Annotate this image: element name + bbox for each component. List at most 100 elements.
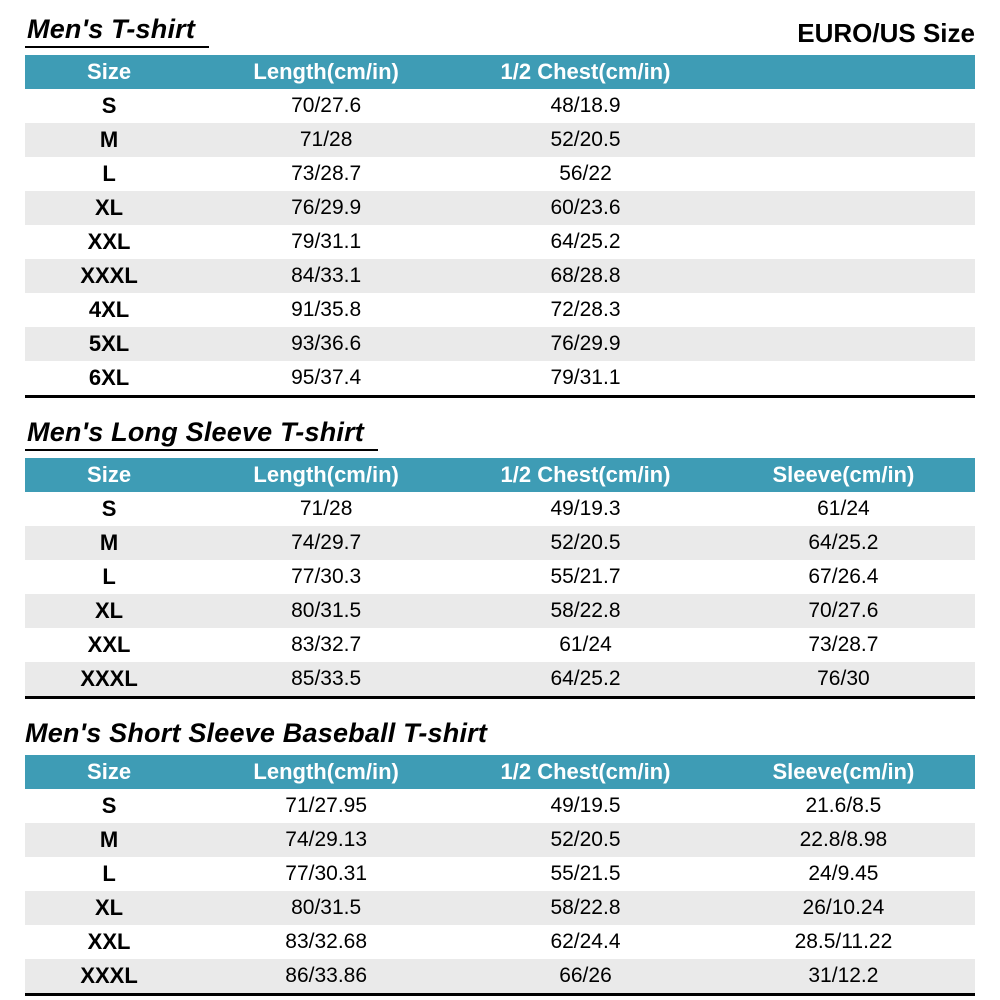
value-cell	[711, 89, 975, 123]
value-cell: 79/31.1	[193, 225, 460, 259]
size-cell: L	[25, 560, 194, 594]
value-cell: 77/30.31	[193, 857, 460, 891]
column-header: Sleeve(cm/in)	[711, 458, 975, 492]
column-header: 1/2 Chest(cm/in)	[459, 755, 712, 789]
section-title-row: Men's Short Sleeve Baseball T-shirt	[25, 718, 975, 748]
table-row: XXL 79/31.1 64/25.2	[25, 225, 975, 259]
value-cell: 58/22.8	[459, 891, 712, 925]
table-row: XXL 83/32.7 61/24 73/28.7	[25, 628, 975, 662]
table-row: 6XL 95/37.4 79/31.1	[25, 361, 975, 397]
section-title-row: Men's T-shirt EURO/US Size	[25, 14, 975, 48]
section-title: Men's Long Sleeve T-shirt	[25, 417, 378, 451]
value-cell: 80/31.5	[193, 891, 460, 925]
value-cell: 95/37.4	[193, 361, 460, 397]
column-header: Sleeve(cm/in)	[711, 755, 975, 789]
value-cell: 24/9.45	[711, 857, 975, 891]
size-cell: 6XL	[25, 361, 194, 397]
value-cell: 71/28	[193, 123, 460, 157]
table-row: L 73/28.7 56/22	[25, 157, 975, 191]
value-cell: 80/31.5	[193, 594, 460, 628]
section-title-row: Men's Long Sleeve T-shirt	[25, 417, 975, 451]
value-cell: 31/12.2	[711, 959, 975, 995]
value-cell: 55/21.7	[459, 560, 712, 594]
header-row: Size Length(cm/in) 1/2 Chest(cm/in)	[25, 55, 975, 89]
value-cell	[711, 225, 975, 259]
value-cell: 56/22	[459, 157, 712, 191]
size-chart-section: Men's Short Sleeve Baseball T-shirt Size L…	[25, 718, 975, 996]
column-header: Size	[25, 55, 194, 89]
value-cell: 83/32.68	[193, 925, 460, 959]
value-cell: 28.5/11.22	[711, 925, 975, 959]
size-chart-section: Men's T-shirt EURO/US Size Size Length(cm/i…	[25, 14, 975, 398]
size-chart-section: Men's Long Sleeve T-shirt Size Length(cm/i…	[25, 417, 975, 699]
value-cell: 77/30.3	[193, 560, 460, 594]
value-cell: 64/25.2	[459, 662, 712, 698]
value-cell	[711, 123, 975, 157]
table-row: XL 80/31.5 58/22.8 26/10.24	[25, 891, 975, 925]
size-cell: M	[25, 823, 194, 857]
table-row: S 71/28 49/19.3 61/24	[25, 492, 975, 526]
value-cell: 93/36.6	[193, 327, 460, 361]
value-cell: 64/25.2	[711, 526, 975, 560]
column-header: Size	[25, 755, 194, 789]
value-cell: 21.6/8.5	[711, 789, 975, 823]
value-cell: 52/20.5	[459, 123, 712, 157]
table-row: XXXL 86/33.86 66/26 31/12.2	[25, 959, 975, 995]
size-cell: L	[25, 857, 194, 891]
value-cell: 83/32.7	[193, 628, 460, 662]
header-row: Size Length(cm/in) 1/2 Chest(cm/in) Sleeve(…	[25, 755, 975, 789]
column-header: 1/2 Chest(cm/in)	[459, 458, 712, 492]
column-header: Length(cm/in)	[193, 458, 460, 492]
value-cell	[711, 157, 975, 191]
table-row: M 74/29.13 52/20.5 22.8/8.98	[25, 823, 975, 857]
value-cell: 22.8/8.98	[711, 823, 975, 857]
size-table: Size Length(cm/in) 1/2 Chest(cm/in) Sleeve(…	[25, 755, 975, 996]
value-cell: 52/20.5	[459, 526, 712, 560]
value-cell: 58/22.8	[459, 594, 712, 628]
size-cell: L	[25, 157, 194, 191]
table-row: XXXL 84/33.1 68/28.8	[25, 259, 975, 293]
value-cell: 67/26.4	[711, 560, 975, 594]
value-cell: 73/28.7	[193, 157, 460, 191]
size-standard-label: EURO/US Size	[797, 18, 975, 48]
size-cell: XXL	[25, 628, 194, 662]
column-header: 1/2 Chest(cm/in)	[459, 55, 712, 89]
value-cell: 60/23.6	[459, 191, 712, 225]
value-cell: 85/33.5	[193, 662, 460, 698]
size-cell: S	[25, 789, 194, 823]
table-row: M 74/29.7 52/20.5 64/25.2	[25, 526, 975, 560]
table-row: XL 80/31.5 58/22.8 70/27.6	[25, 594, 975, 628]
table-row: S 70/27.6 48/18.9	[25, 89, 975, 123]
value-cell: 61/24	[459, 628, 712, 662]
size-cell: 5XL	[25, 327, 194, 361]
value-cell: 26/10.24	[711, 891, 975, 925]
table-row: 4XL 91/35.8 72/28.3	[25, 293, 975, 327]
size-table: Size Length(cm/in) 1/2 Chest(cm/in) Sleeve(…	[25, 458, 975, 699]
value-cell: 86/33.86	[193, 959, 460, 995]
value-cell	[711, 259, 975, 293]
table-row: L 77/30.3 55/21.7 67/26.4	[25, 560, 975, 594]
value-cell: 64/25.2	[459, 225, 712, 259]
header-row: Size Length(cm/in) 1/2 Chest(cm/in) Sleeve(…	[25, 458, 975, 492]
column-header: Size	[25, 458, 194, 492]
table-row: L 77/30.31 55/21.5 24/9.45	[25, 857, 975, 891]
size-cell: XXL	[25, 925, 194, 959]
value-cell: 76/30	[711, 662, 975, 698]
value-cell: 79/31.1	[459, 361, 712, 397]
value-cell	[711, 293, 975, 327]
size-cell: M	[25, 123, 194, 157]
value-cell: 52/20.5	[459, 823, 712, 857]
section-title: Men's T-shirt	[25, 14, 210, 48]
value-cell: 49/19.3	[459, 492, 712, 526]
value-cell: 61/24	[711, 492, 975, 526]
size-cell: XXXL	[25, 959, 194, 995]
size-cell: XL	[25, 594, 194, 628]
table-row: 5XL 93/36.6 76/29.9	[25, 327, 975, 361]
value-cell: 76/29.9	[459, 327, 712, 361]
value-cell: 68/28.8	[459, 259, 712, 293]
value-cell: 91/35.8	[193, 293, 460, 327]
value-cell: 62/24.4	[459, 925, 712, 959]
size-cell: 4XL	[25, 293, 194, 327]
value-cell: 74/29.7	[193, 526, 460, 560]
